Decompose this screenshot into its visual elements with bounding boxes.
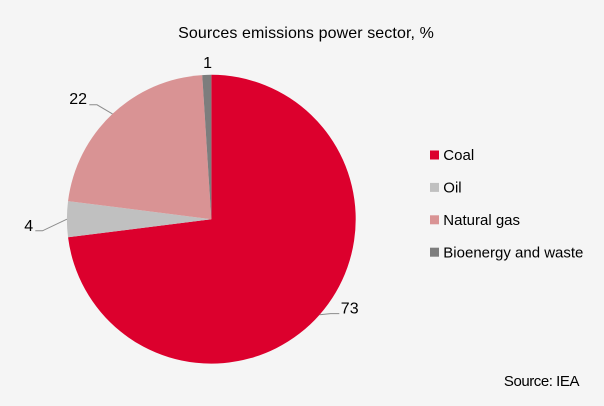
pie-slice-bioenergy-and-waste — [202, 74, 212, 220]
legend-item-natural-gas: Natural gas — [430, 212, 520, 229]
legend-swatch-natural-gas — [430, 215, 439, 225]
chart-title: Sources emissions power sector, % — [178, 25, 434, 42]
legend-swatch-bioenergy — [430, 247, 439, 257]
legend-item-coal: Coal — [430, 147, 474, 164]
leader-line-coal — [319, 313, 340, 316]
pie-slice-coal — [68, 74, 356, 364]
leader-line-oil — [35, 218, 68, 232]
value-label-bioenergy: 1 — [203, 55, 212, 72]
value-label-oil: 4 — [24, 218, 33, 235]
pie-slice-oil — [66, 201, 212, 238]
pie-slice-natural-gas — [68, 75, 212, 220]
legend-swatch-coal — [430, 150, 439, 160]
legend-label-natural-gas: Natural gas — [443, 212, 520, 229]
leader-line-natural-gas — [89, 104, 113, 115]
legend-item-bioenergy: Bioenergy and waste — [430, 244, 583, 261]
value-label-coal: 73 — [341, 300, 359, 317]
legend-label-bioenergy: Bioenergy and waste — [443, 244, 583, 261]
legend-item-oil: Oil — [430, 180, 462, 197]
legend: Coal Oil Natural gas Bioenergy and waste — [430, 147, 583, 261]
pie — [66, 74, 356, 364]
source-note: Source: IEA — [504, 373, 580, 390]
legend-label-oil: Oil — [443, 180, 461, 197]
value-label-natural-gas: 22 — [69, 91, 87, 108]
legend-swatch-oil — [430, 182, 439, 192]
legend-label-coal: Coal — [443, 147, 474, 164]
